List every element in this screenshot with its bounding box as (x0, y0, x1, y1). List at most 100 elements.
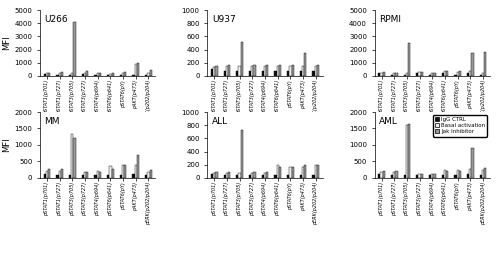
Bar (120, 75, 122, 76)
Bar (429, 75, 431, 76)
Bar (431, 173, 434, 178)
Bar (69, 75, 71, 76)
Bar (408, 123, 410, 178)
Bar (472, 148, 474, 178)
Bar (132, 173, 134, 178)
Bar (459, 171, 461, 178)
Bar (264, 172, 266, 178)
Bar (226, 172, 228, 178)
Bar (71, 134, 74, 178)
Bar (137, 155, 139, 178)
Bar (421, 72, 423, 76)
Text: RPMI: RPMI (379, 15, 401, 24)
Bar (216, 172, 218, 178)
Bar (266, 172, 268, 178)
Bar (292, 167, 294, 178)
Bar (289, 66, 292, 76)
Bar (82, 74, 84, 76)
Bar (484, 168, 486, 178)
Bar (393, 172, 396, 178)
Bar (61, 169, 63, 178)
Text: ALL: ALL (212, 117, 228, 126)
Bar (446, 71, 448, 76)
Bar (148, 172, 150, 178)
Bar (226, 66, 228, 76)
Bar (99, 171, 101, 178)
Text: AML: AML (379, 117, 398, 126)
Bar (134, 165, 137, 178)
Bar (48, 169, 50, 178)
Bar (84, 73, 86, 76)
Bar (58, 73, 61, 76)
Bar (46, 73, 48, 76)
Bar (236, 174, 238, 178)
Bar (314, 165, 317, 178)
Bar (251, 66, 254, 76)
Bar (304, 53, 306, 76)
Bar (241, 131, 243, 178)
Bar (391, 75, 393, 76)
Bar (71, 73, 74, 76)
Bar (304, 165, 306, 178)
Text: U937: U937 (212, 15, 236, 24)
Bar (137, 63, 139, 76)
Bar (224, 71, 226, 76)
Bar (317, 65, 319, 76)
Bar (94, 75, 96, 76)
Bar (122, 73, 124, 76)
Legend: IgG CTRL, Basal activation, Jak Inhibitor: IgG CTRL, Basal activation, Jak Inhibito… (432, 115, 487, 136)
Bar (262, 174, 264, 178)
Bar (378, 73, 380, 76)
Bar (120, 174, 122, 178)
Bar (469, 169, 472, 178)
Bar (96, 171, 99, 178)
Bar (99, 73, 101, 76)
Bar (236, 71, 238, 76)
Bar (467, 173, 469, 178)
Bar (46, 171, 48, 178)
Bar (276, 66, 279, 76)
Bar (74, 22, 76, 76)
Bar (249, 174, 251, 178)
Bar (442, 73, 444, 76)
Bar (61, 72, 63, 76)
Bar (124, 165, 126, 178)
Bar (84, 172, 86, 178)
Bar (393, 73, 396, 76)
Bar (456, 170, 459, 178)
Bar (429, 174, 431, 178)
Bar (132, 75, 134, 76)
Y-axis label: MFI: MFI (2, 36, 12, 50)
Bar (482, 170, 484, 178)
Bar (467, 73, 469, 76)
Bar (238, 66, 241, 76)
Bar (274, 174, 276, 178)
Bar (408, 43, 410, 76)
Bar (459, 71, 461, 76)
Bar (96, 73, 99, 76)
Bar (228, 65, 230, 76)
Bar (74, 138, 76, 178)
Bar (289, 167, 292, 178)
Bar (382, 171, 385, 178)
Bar (454, 174, 456, 178)
Bar (287, 71, 289, 76)
Bar (378, 173, 380, 178)
Bar (48, 73, 50, 76)
Bar (107, 75, 109, 76)
Bar (456, 72, 459, 76)
Bar (421, 173, 423, 178)
Bar (454, 75, 456, 76)
Bar (317, 165, 319, 178)
Bar (107, 174, 109, 178)
Bar (434, 173, 436, 178)
Bar (444, 71, 446, 76)
Bar (279, 65, 281, 76)
Bar (314, 66, 317, 76)
Bar (86, 71, 88, 76)
Bar (134, 64, 137, 76)
Bar (109, 74, 112, 76)
Text: MM: MM (44, 117, 60, 126)
Bar (228, 172, 230, 178)
Bar (211, 174, 213, 178)
